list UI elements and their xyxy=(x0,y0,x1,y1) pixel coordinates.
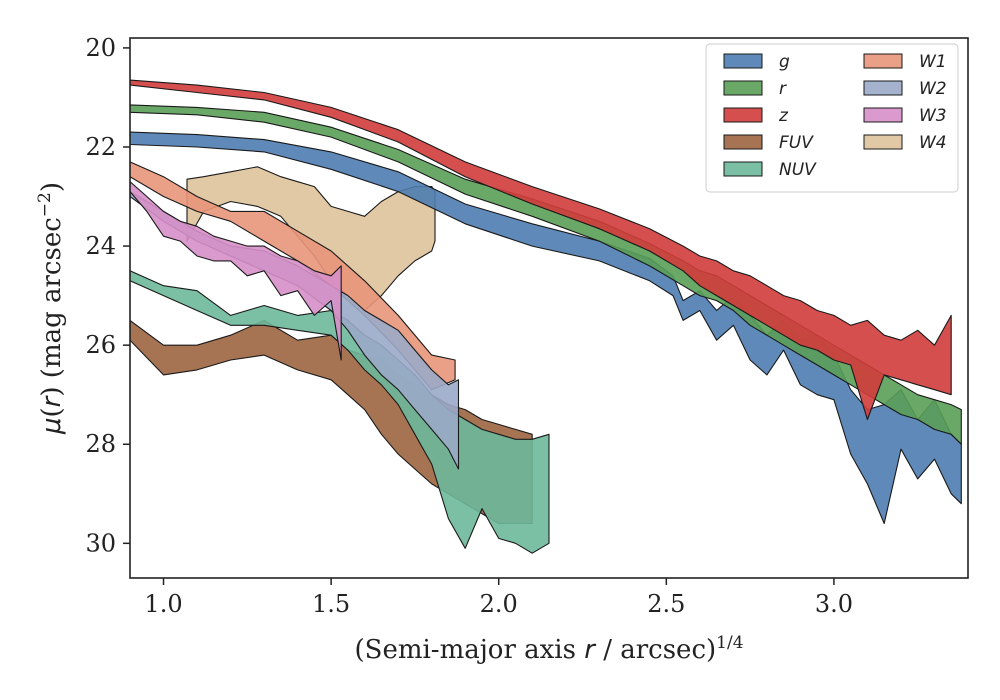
y-tick-label: 24 xyxy=(85,232,116,260)
legend-swatch-W4 xyxy=(863,134,903,150)
y-tick-label: 30 xyxy=(85,529,116,557)
legend-swatch-NUV xyxy=(723,161,763,177)
x-tick-label: 2.0 xyxy=(480,590,518,618)
legend-label-g: g xyxy=(779,52,790,72)
y-tick-label: 22 xyxy=(85,133,116,161)
legend-label-W2: W2 xyxy=(919,79,947,99)
legend-label-W3: W3 xyxy=(919,106,947,126)
surface-brightness-bands xyxy=(130,79,962,554)
x-tick-label: 3.0 xyxy=(815,590,853,618)
band-z xyxy=(130,79,952,421)
x-axis-ticks: 1.0 1.5 2.0 2.5 3.0 xyxy=(144,578,853,618)
y-axis-ticks: 20 22 24 26 28 30 xyxy=(85,34,130,557)
band-W3 xyxy=(130,181,342,361)
x-tick-label: 1.0 xyxy=(144,590,182,618)
y-tick-label: 28 xyxy=(85,430,116,458)
legend: grz FUV NUV W1 W2 W3 W4 xyxy=(705,43,959,193)
legend-swatch-W3 xyxy=(863,107,903,123)
legend-swatch-FUV xyxy=(723,134,763,150)
legend-swatch-r xyxy=(723,80,763,96)
legend-swatch-W2 xyxy=(863,80,903,96)
x-axis-label: (Semi-major axis r / arcsec)1/4 xyxy=(354,633,743,665)
x-tick-label: 1.5 xyxy=(312,590,350,618)
x-tick-label: 2.5 xyxy=(647,590,685,618)
legend-swatch-g xyxy=(723,53,763,69)
plot-frame xyxy=(129,37,969,579)
legend-swatch-z xyxy=(723,107,763,123)
y-tick-label: 20 xyxy=(85,34,116,62)
legend-label-r: r xyxy=(779,79,787,99)
legend-label-z: z xyxy=(778,106,789,126)
y-axis-label: μ(r) (mag arcsec−2) xyxy=(35,182,67,435)
legend-label-NUV: NUV xyxy=(779,160,817,180)
legend-swatch-W1 xyxy=(863,53,903,69)
legend-label-FUV: FUV xyxy=(779,133,814,153)
legend-label-W1: W1 xyxy=(919,52,947,72)
legend-label-W4: W4 xyxy=(919,133,947,153)
band-g xyxy=(130,131,962,525)
y-tick-label: 26 xyxy=(85,331,116,359)
